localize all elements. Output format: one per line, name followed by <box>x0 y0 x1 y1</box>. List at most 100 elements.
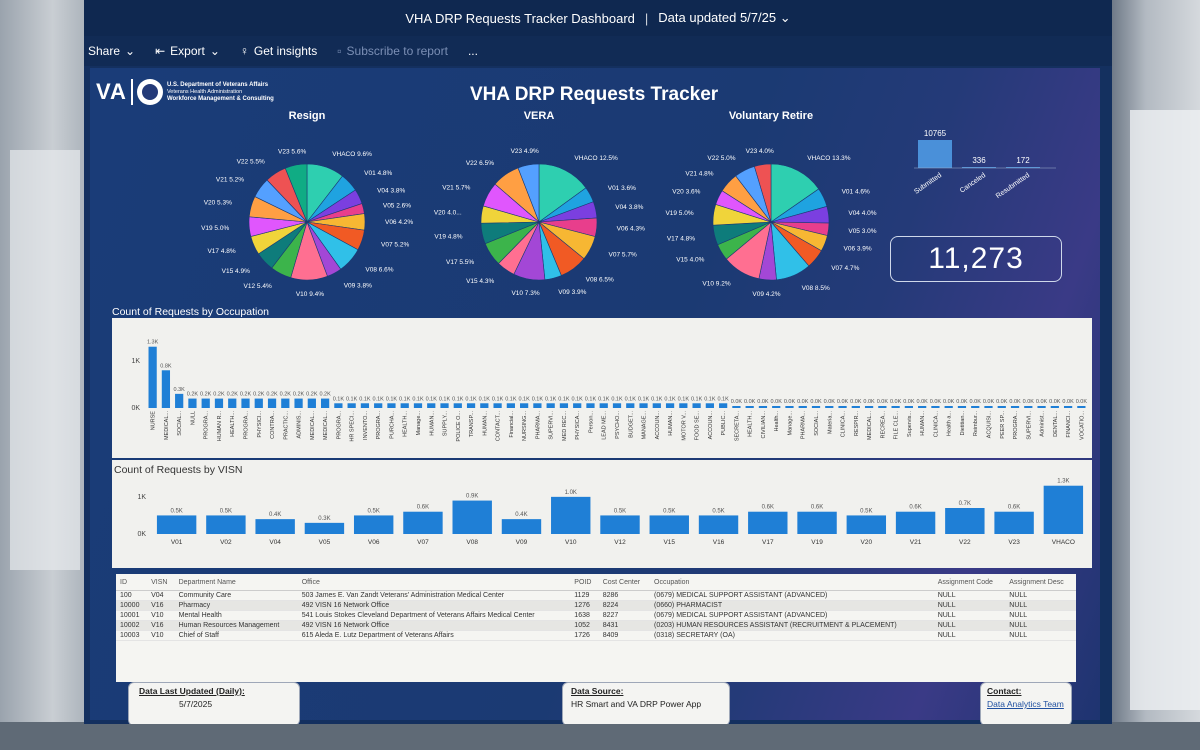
bar[interactable] <box>214 398 224 408</box>
bar[interactable] <box>440 403 449 408</box>
bar[interactable] <box>175 393 184 408</box>
pie-slice[interactable] <box>770 163 820 223</box>
bar[interactable] <box>745 406 754 408</box>
bar[interactable] <box>904 406 914 408</box>
bar[interactable] <box>267 398 277 408</box>
bar[interactable] <box>599 403 608 408</box>
bar[interactable] <box>652 403 661 408</box>
bar[interactable] <box>533 403 542 408</box>
bar[interactable] <box>304 522 345 534</box>
bar[interactable] <box>586 403 595 408</box>
bar[interactable] <box>1010 406 1020 408</box>
bar[interactable] <box>347 403 356 408</box>
bar[interactable] <box>957 406 967 408</box>
table-row[interactable]: 10000 V16 Pharmacy 492 VISN 16 Network Offi… <box>116 600 1076 611</box>
bar[interactable] <box>573 403 582 408</box>
table-row[interactable]: 100 V04 Community Care 503 James E. Van Zan… <box>116 590 1076 601</box>
bar[interactable] <box>994 511 1034 534</box>
bar[interactable] <box>944 406 953 408</box>
bar[interactable] <box>453 403 462 408</box>
bar[interactable] <box>161 370 171 408</box>
bar[interactable] <box>228 398 237 408</box>
bar[interactable] <box>551 496 591 534</box>
bar[interactable] <box>600 515 640 534</box>
bar[interactable] <box>851 406 860 408</box>
column-header[interactable]: Department Name <box>174 574 298 591</box>
pie-slice[interactable] <box>754 163 772 223</box>
bar[interactable] <box>705 403 714 408</box>
bar[interactable] <box>811 406 821 408</box>
bar[interactable] <box>201 398 210 408</box>
bar[interactable] <box>918 406 927 408</box>
bar[interactable] <box>1037 406 1046 408</box>
share-button[interactable]: Share ⌄ <box>88 44 135 58</box>
bar[interactable] <box>281 398 290 408</box>
export-button[interactable]: ⇤ Export ⌄ <box>155 44 220 58</box>
column-header[interactable]: POID <box>570 574 599 591</box>
bar[interactable] <box>772 406 781 408</box>
bar[interactable] <box>427 403 436 408</box>
bar[interactable] <box>334 403 343 408</box>
bar[interactable] <box>945 508 985 534</box>
column-header[interactable]: Office <box>297 574 571 591</box>
bar[interactable] <box>148 346 157 408</box>
status-mini-chart[interactable]: 10765 Submitted 336 Canceled 172 Resubmitted <box>910 128 1060 228</box>
bar[interactable] <box>506 403 515 408</box>
bar[interactable] <box>156 515 197 534</box>
column-header[interactable]: Assignment Code <box>933 574 1006 591</box>
bar[interactable] <box>931 406 940 408</box>
bar[interactable] <box>891 406 900 408</box>
column-header[interactable]: ID <box>116 574 148 591</box>
voluntary-retire-pie-chart[interactable]: VHACO 13.3% V01 4.6% V04 4.0% V05 3.0% V06 3… <box>646 124 896 324</box>
bar[interactable] <box>639 403 648 408</box>
bar[interactable] <box>698 515 739 534</box>
mini-bar[interactable] <box>1006 167 1040 168</box>
bar[interactable] <box>452 500 492 534</box>
bar[interactable] <box>254 398 263 408</box>
visn-bar-chart[interactable]: 1K 0K 0.5K V01 0.5K V02 0.4K V04 0.3K V05 0.5K V06 0… <box>112 460 1092 568</box>
bar[interactable] <box>520 403 529 408</box>
bar[interactable] <box>846 515 887 534</box>
bar[interactable] <box>798 406 807 408</box>
bar[interactable] <box>360 403 370 408</box>
bar[interactable] <box>748 511 788 534</box>
bar[interactable] <box>649 515 689 534</box>
bar[interactable] <box>984 406 993 408</box>
bar[interactable] <box>997 406 1006 408</box>
bar[interactable] <box>353 515 394 534</box>
column-header[interactable]: Occupation <box>650 574 934 591</box>
column-header[interactable]: VISN <box>147 574 175 591</box>
bar[interactable] <box>400 403 409 408</box>
bar[interactable] <box>825 406 834 408</box>
contact-link[interactable]: Data Analytics Team <box>987 699 1064 709</box>
bar[interactable] <box>501 519 542 534</box>
bar[interactable] <box>785 406 794 408</box>
bar[interactable] <box>732 406 741 408</box>
occupation-bar-chart[interactable]: 1K 0K 1.3K NURSE 0.8K MEDICAL... 0.3K SOCIAL...… <box>112 318 1092 458</box>
mini-bar[interactable] <box>962 167 996 168</box>
pie-slice[interactable] <box>517 163 540 223</box>
mini-bar[interactable] <box>918 140 952 168</box>
get-insights-button[interactable]: ♀ Get insights <box>240 44 317 58</box>
bar[interactable] <box>838 406 847 408</box>
bar[interactable] <box>255 519 295 534</box>
bar[interactable] <box>403 511 443 534</box>
bar[interactable] <box>692 403 701 408</box>
bar[interactable] <box>546 403 555 408</box>
bar[interactable] <box>466 403 476 408</box>
bar[interactable] <box>679 403 688 408</box>
resign-pie-chart[interactable]: VHACO 9.6% V01 4.8% V04 3.8% V05 2.6% V06 4.… <box>182 124 432 324</box>
bar[interactable] <box>971 406 980 408</box>
bar[interactable] <box>413 403 423 408</box>
bar[interactable] <box>665 403 675 408</box>
bar[interactable] <box>307 398 316 408</box>
bar[interactable] <box>188 398 197 408</box>
bar[interactable] <box>612 403 622 408</box>
bar[interactable] <box>294 398 303 408</box>
vera-pie-chart[interactable]: VHACO 12.5% V01 3.6% V04 3.8% V06 4.3% V07 5… <box>414 124 664 324</box>
pie-slice[interactable] <box>538 163 587 223</box>
bar[interactable] <box>320 398 330 408</box>
bar[interactable] <box>493 403 502 408</box>
bar[interactable] <box>1077 406 1086 408</box>
column-header[interactable]: Assignment Desc <box>1005 574 1076 591</box>
